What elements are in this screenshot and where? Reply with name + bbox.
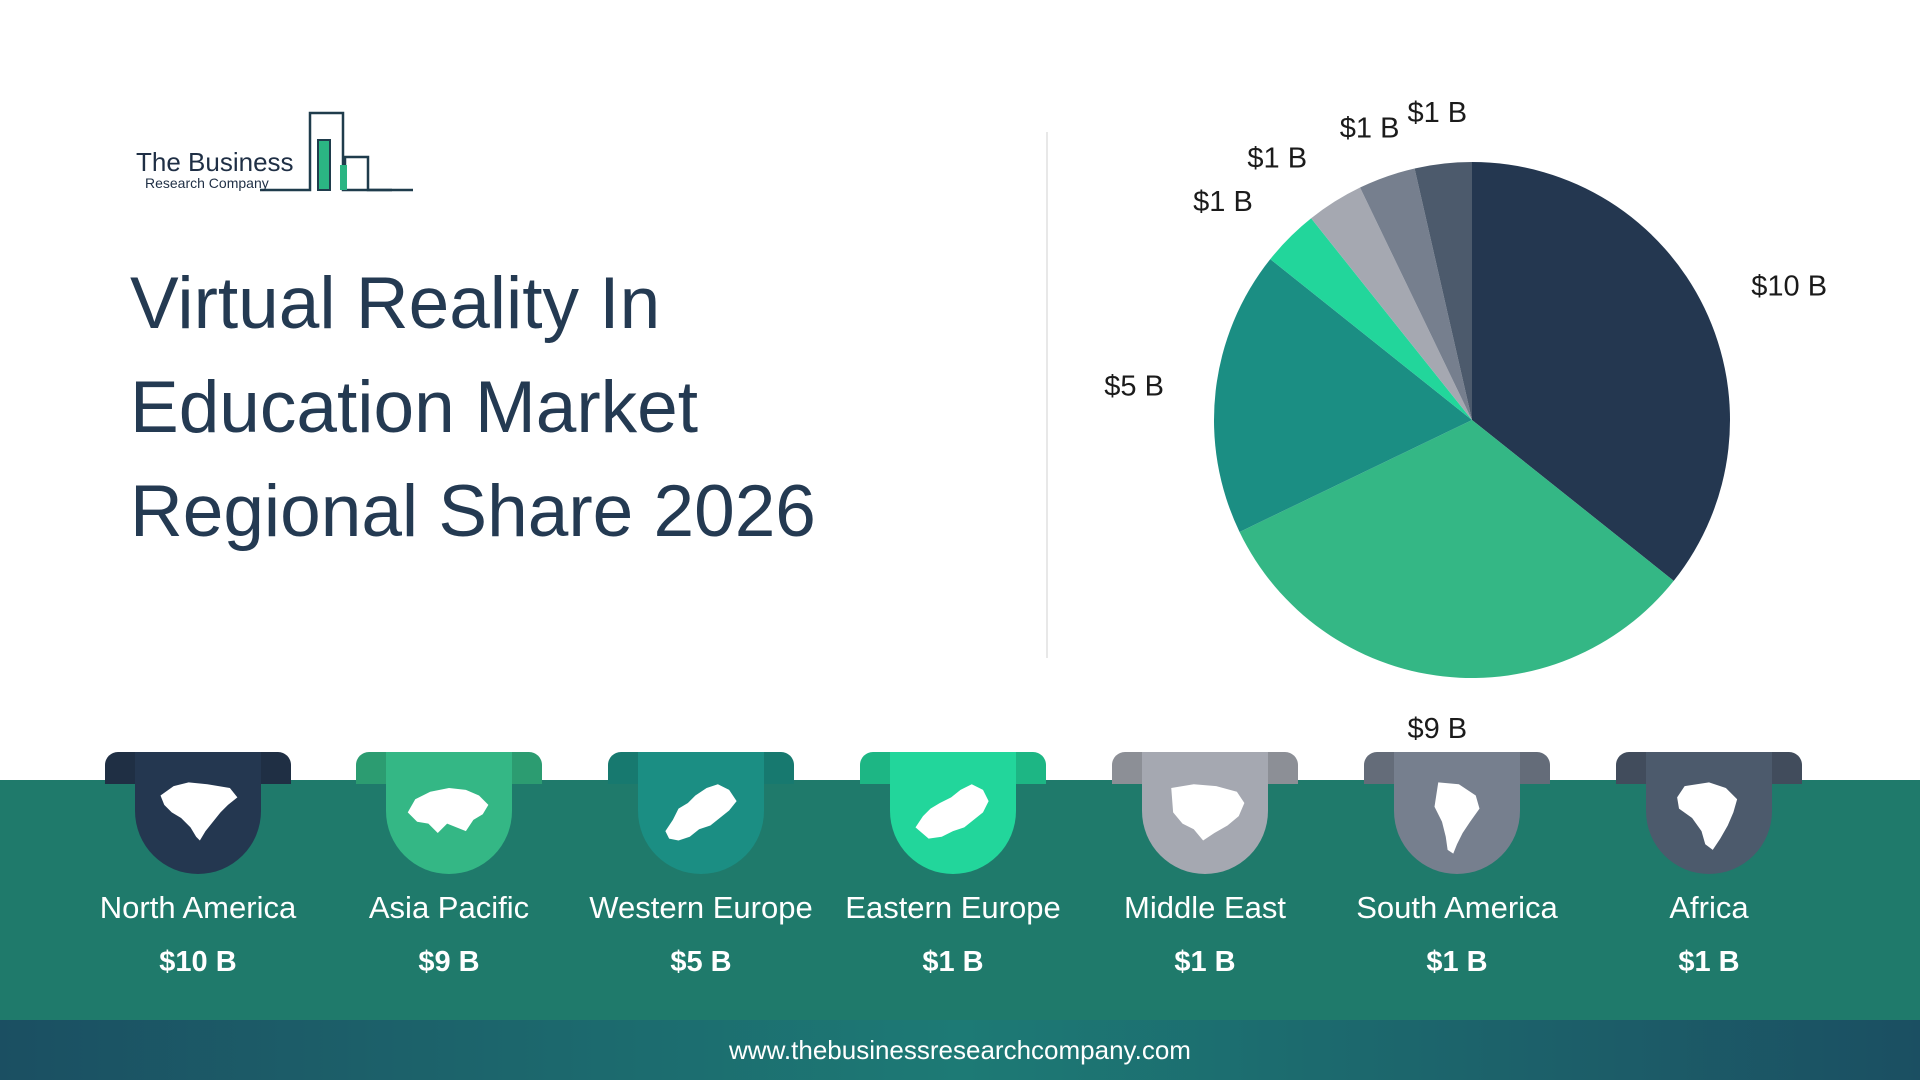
region-name: Western Europe <box>589 890 813 925</box>
region-badge <box>890 752 1016 874</box>
region-name: Asia Pacific <box>368 890 530 925</box>
region-card: North America $10 B <box>100 752 296 1012</box>
region-card: Western Europe $5 B <box>589 752 813 1012</box>
region-name: Africa <box>1669 890 1749 925</box>
region-name: Middle East <box>1124 890 1286 925</box>
region-value: $9 B <box>418 946 480 978</box>
middle-east-map-icon <box>1171 784 1245 841</box>
region-value: $1 B <box>922 946 984 978</box>
logo-name: The Business <box>136 147 294 177</box>
pie-slice <box>1214 259 1472 532</box>
asia-pacific-map-icon <box>407 787 489 833</box>
region-value: $10 B <box>159 946 237 978</box>
region-badge <box>1142 752 1268 874</box>
africa-map-icon <box>1677 782 1738 850</box>
regional-pie-chart: $10 B$9 B$5 B$1 B$1 B$1 B $1 B <box>1104 97 1827 740</box>
pie-data-label: $5 B <box>1104 370 1164 402</box>
western-europe-map-icon <box>665 784 737 841</box>
title-line: Virtual Reality In <box>130 263 661 344</box>
region-card: Africa $1 B <box>1616 752 1802 1012</box>
title-line: Regional Share 2026 <box>130 471 816 552</box>
pie-data-label: $10 B <box>1751 270 1827 302</box>
region-name: South America <box>1356 890 1558 925</box>
region-badge <box>1646 752 1772 874</box>
region-card: South America $1 B <box>1356 752 1558 1012</box>
pie-slice <box>1311 187 1472 420</box>
pie-data-label: $1 B <box>1193 186 1253 218</box>
title-line: Education Market <box>130 367 699 448</box>
region-card: Asia Pacific $9 B <box>356 752 542 1012</box>
region-value: $1 B <box>1426 946 1488 978</box>
north-america-map-icon <box>160 782 238 841</box>
region-value: $1 B <box>1174 946 1236 978</box>
region-value: $1 B <box>1678 946 1740 978</box>
pie-slice <box>1270 218 1472 420</box>
region-value: $5 B <box>670 946 732 978</box>
eastern-europe-map-icon <box>915 784 989 839</box>
pie-data-label: $1 B <box>1407 97 1467 129</box>
company-logo: The Business Research Company <box>130 105 430 205</box>
region-badge <box>386 752 512 874</box>
region-name: North America <box>99 890 297 925</box>
pie-slice <box>1239 420 1674 679</box>
region-badge <box>1394 752 1520 874</box>
region-badge <box>638 752 764 874</box>
divider <box>1046 132 1048 658</box>
website-link[interactable]: www.thebusinessresearchcompany.com <box>729 1034 1191 1065</box>
south-america-map-icon <box>1434 782 1480 854</box>
region-card: Eastern Europe $1 B <box>845 752 1061 1012</box>
logo-subname: Research Company <box>145 175 269 191</box>
pie-slice <box>1472 162 1730 581</box>
region-card: Middle East $1 B <box>1112 752 1298 1012</box>
logo-buildings-icon <box>260 111 413 192</box>
website-footer: www.thebusinessresearchcompany.com <box>0 1020 1920 1080</box>
pie-data-label: $1 B <box>1247 143 1307 175</box>
pie-slice <box>1414 162 1472 420</box>
pie-data-label: $1 B <box>1340 112 1400 144</box>
region-badge <box>135 752 261 874</box>
region-name: Eastern Europe <box>845 890 1061 925</box>
pie-slice <box>1360 168 1472 420</box>
pie-data-label: $9 B <box>1407 713 1467 740</box>
page-title: Virtual Reality In Education Market Regi… <box>130 252 816 564</box>
